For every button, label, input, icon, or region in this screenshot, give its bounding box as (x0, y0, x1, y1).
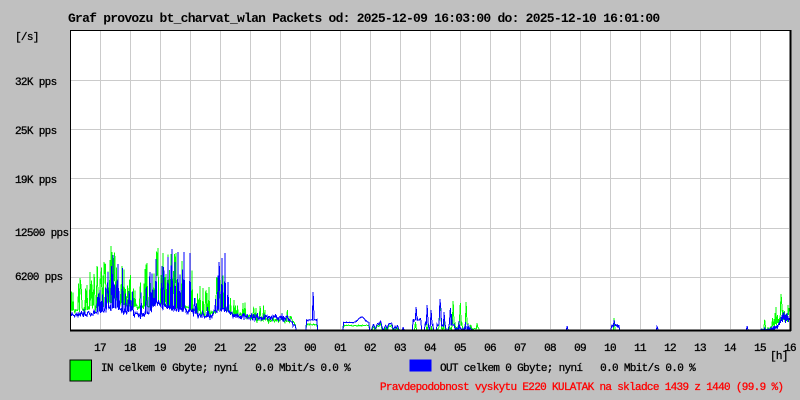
svg-text:17: 17 (94, 343, 106, 355)
svg-text:07: 07 (514, 343, 526, 355)
svg-text:Graf provozu bt_charvat_wlan P: Graf provozu bt_charvat_wlan Packets od:… (68, 11, 660, 26)
svg-text:03: 03 (394, 343, 406, 355)
svg-text:19: 19 (154, 343, 166, 355)
svg-text:12500 pps: 12500 pps (15, 228, 68, 240)
svg-text:21: 21 (214, 343, 227, 355)
svg-text:10: 10 (604, 343, 616, 355)
svg-text:15: 15 (754, 343, 766, 355)
svg-text:12: 12 (664, 343, 676, 355)
svg-text:02: 02 (364, 343, 376, 355)
svg-text:01: 01 (334, 343, 347, 355)
svg-text:32K pps: 32K pps (15, 77, 57, 89)
svg-text:19K pps: 19K pps (15, 175, 57, 187)
svg-text:23: 23 (274, 343, 286, 355)
svg-text:18: 18 (124, 343, 136, 355)
svg-text:05: 05 (454, 343, 466, 355)
svg-text:Pravdepodobnost vyskytu E220 K: Pravdepodobnost vyskytu E220 KULATAK na … (380, 382, 783, 394)
svg-text:25K pps: 25K pps (15, 126, 57, 138)
svg-text:11: 11 (634, 343, 647, 355)
svg-text:13: 13 (694, 343, 706, 355)
svg-text:6200 pps: 6200 pps (15, 272, 63, 284)
svg-text:00: 00 (304, 343, 316, 355)
svg-text:[/s]: [/s] (15, 32, 39, 44)
svg-text:20: 20 (184, 343, 196, 355)
svg-text:08: 08 (544, 343, 556, 355)
svg-text:16: 16 (784, 343, 796, 355)
svg-text:06: 06 (484, 343, 496, 355)
svg-text:OUT celkem 0 Gbyte; nyní 0.0: OUT celkem 0 Gbyte; nyní 0.0 Mbit/s 0.0 … (440, 363, 696, 375)
svg-text:04: 04 (424, 343, 437, 355)
svg-text:09: 09 (574, 343, 586, 355)
svg-text:[h]: [h] (770, 351, 788, 363)
svg-text:14: 14 (724, 343, 737, 355)
svg-text:22: 22 (244, 343, 256, 355)
svg-text:IN celkem 0 Gbyte; nyní 0.0: IN celkem 0 Gbyte; nyní 0.0 Mbit/s 0.0 % (101, 363, 351, 375)
